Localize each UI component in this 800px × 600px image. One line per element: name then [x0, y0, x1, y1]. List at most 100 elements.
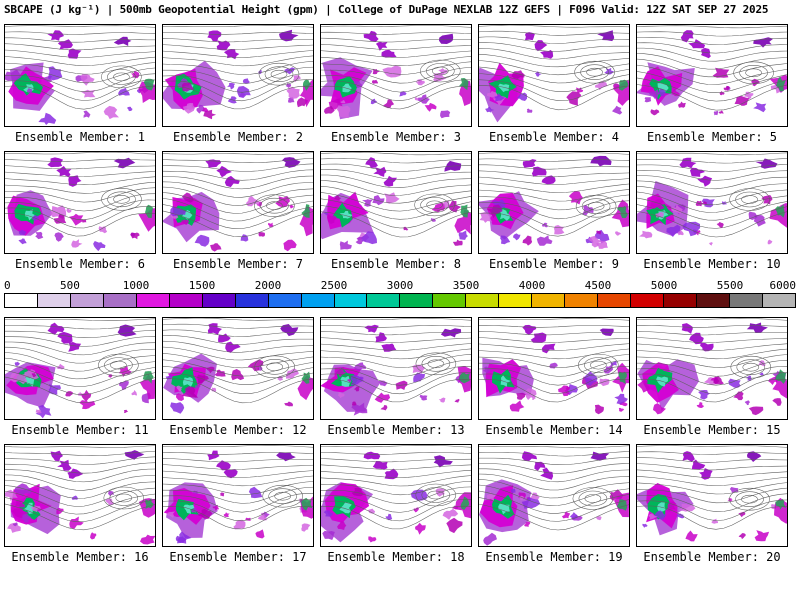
colorbar-tick-label: 3500 [452, 279, 480, 292]
ensemble-panel: Ensemble Member: 10 [636, 151, 788, 271]
colorbar-segment [631, 294, 665, 307]
ensemble-panel: Ensemble Member: 19 [478, 444, 630, 564]
panel-label: Ensemble Member: 3 [330, 130, 462, 144]
cape-height-map [320, 24, 472, 127]
ensemble-panel: Ensemble Member: 7 [162, 151, 314, 271]
colorbar-tick-label: 1500 [188, 279, 216, 292]
ensemble-panel: Ensemble Member: 2 [162, 24, 314, 144]
ensemble-panel: Ensemble Member: 15 [636, 317, 788, 437]
colorbar-tick-label: 2000 [254, 279, 282, 292]
title-bar: SBCAPE (J kg⁻¹) | 500mb Geopotential Hei… [4, 3, 769, 16]
panel-label: Ensemble Member: 14 [485, 423, 623, 437]
panel-row-4: Ensemble Member: 16 Ensemble Member: 17 En… [0, 444, 800, 564]
panel-row-2: Ensemble Member: 6 Ensemble Member: 7 Ense… [0, 151, 800, 271]
colorbar-segment [499, 294, 533, 307]
panel-label: Ensemble Member: 10 [643, 257, 781, 271]
cape-height-map [4, 444, 156, 547]
colorbar-segment [169, 294, 203, 307]
colorbar-segment [664, 294, 698, 307]
colorbar-segment [697, 294, 730, 307]
cape-height-map [320, 444, 472, 547]
panel-label: Ensemble Member: 16 [11, 550, 149, 564]
panel-label: Ensemble Member: 4 [488, 130, 620, 144]
panel-label: Ensemble Member: 8 [330, 257, 462, 271]
colorbar-tick-label: 4000 [518, 279, 546, 292]
ensemble-panel: Ensemble Member: 18 [320, 444, 472, 564]
colorbar-segment [70, 294, 104, 307]
colorbar-tick-label: 4500 [584, 279, 612, 292]
colorbar-segment [762, 294, 795, 307]
colorbar-segment [103, 294, 137, 307]
colorbar-segment [729, 294, 763, 307]
ensemble-panel: Ensemble Member: 8 [320, 151, 472, 271]
ensemble-panel: Ensemble Member: 11 [4, 317, 156, 437]
cape-height-map [162, 24, 314, 127]
colorbar-segment [202, 294, 236, 307]
colorbar-segment [235, 294, 269, 307]
cape-height-map [478, 24, 630, 127]
colorbar-segment [334, 294, 368, 307]
colorbar-segment [268, 294, 302, 307]
colorbar-segment [598, 294, 632, 307]
cape-height-map [4, 317, 156, 420]
colorbar-scale [4, 293, 796, 308]
panel-label: Ensemble Member: 15 [643, 423, 781, 437]
colorbar-segment [433, 294, 467, 307]
panel-label: Ensemble Member: 6 [14, 257, 146, 271]
panel-label: Ensemble Member: 11 [11, 423, 149, 437]
colorbar-tick-labels: 0 500 1000 1500 2000 2500 3000 3500 4000 4500 5000… [4, 279, 797, 292]
ensemble-panel: Ensemble Member: 17 [162, 444, 314, 564]
panel-label: Ensemble Member: 18 [327, 550, 465, 564]
cape-height-map [4, 24, 156, 127]
colorbar-tick-label: 3000 [386, 279, 414, 292]
colorbar-tick-label: 2500 [320, 279, 348, 292]
ensemble-panel: Ensemble Member: 12 [162, 317, 314, 437]
cape-height-map [4, 151, 156, 254]
ensemble-panel: Ensemble Member: 16 [4, 444, 156, 564]
colorbar-segment [400, 294, 434, 307]
panel-label: Ensemble Member: 12 [169, 423, 307, 437]
panel-label: Ensemble Member: 7 [172, 257, 304, 271]
colorbar-segment [466, 294, 500, 307]
colorbar-segment [5, 294, 38, 307]
ensemble-panel: Ensemble Member: 20 [636, 444, 788, 564]
ensemble-panel: Ensemble Member: 13 [320, 317, 472, 437]
panel-label: Ensemble Member: 13 [327, 423, 465, 437]
colorbar-tick-label: 6000 [769, 279, 797, 292]
panel-label: Ensemble Member: 5 [646, 130, 778, 144]
colorbar-segment [301, 294, 335, 307]
ensemble-panel: Ensemble Member: 4 [478, 24, 630, 144]
ensemble-panel: Ensemble Member: 3 [320, 24, 472, 144]
colorbar-segment [565, 294, 599, 307]
cape-height-map [478, 444, 630, 547]
colorbar-segment [37, 294, 71, 307]
colorbar-tick-label: 5500 [716, 279, 744, 292]
panel-label: Ensemble Member: 2 [172, 130, 304, 144]
cape-height-map [162, 317, 314, 420]
colorbar-tick-label: 0 [4, 279, 11, 292]
cape-height-map [636, 24, 788, 127]
ensemble-panel: Ensemble Member: 5 [636, 24, 788, 144]
cape-height-map [162, 151, 314, 254]
cape-height-map [636, 317, 788, 420]
panel-label: Ensemble Member: 9 [488, 257, 620, 271]
cape-height-map [636, 151, 788, 254]
panel-label: Ensemble Member: 19 [485, 550, 623, 564]
panel-label: Ensemble Member: 1 [14, 130, 146, 144]
ensemble-panel: Ensemble Member: 6 [4, 151, 156, 271]
colorbar-tick-label: 5000 [650, 279, 678, 292]
cape-height-map [478, 151, 630, 254]
cape-height-map [636, 444, 788, 547]
colorbar-tick-label: 500 [60, 279, 80, 292]
ensemble-panel: Ensemble Member: 9 [478, 151, 630, 271]
colorbar-segment [136, 294, 170, 307]
panel-label: Ensemble Member: 20 [643, 550, 781, 564]
ensemble-panel: Ensemble Member: 1 [4, 24, 156, 144]
cape-height-map [320, 151, 472, 254]
cape-height-map [320, 317, 472, 420]
cape-height-map [162, 444, 314, 547]
panel-label: Ensemble Member: 17 [169, 550, 307, 564]
cape-height-map [478, 317, 630, 420]
colorbar-segment [367, 294, 401, 307]
colorbar-tick-label: 1000 [122, 279, 150, 292]
